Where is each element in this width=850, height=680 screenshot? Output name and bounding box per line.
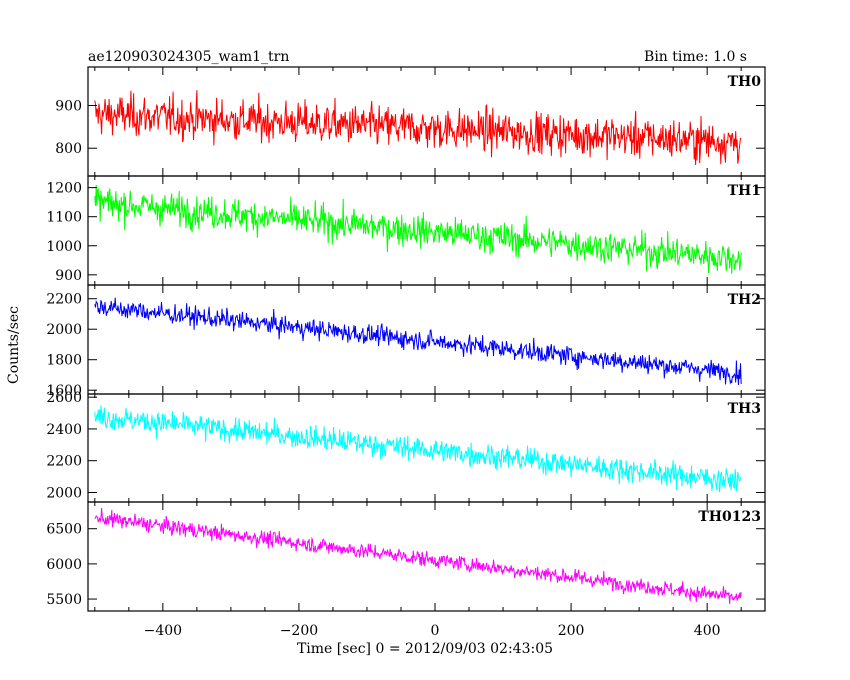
y-tick-label: 6500 [46,522,82,538]
chart-title: ae120903024305_wam1_trn [88,49,289,65]
y-tick-label: 5500 [46,592,82,608]
panel-label-th3: TH3 [728,401,761,417]
y-tick-label: 900 [55,98,82,114]
series-line-th0 [94,90,742,166]
y-tick-label: 1600 [46,383,82,399]
x-tick-label: 200 [558,623,585,639]
panel-frame-th2 [87,284,766,395]
series-line-th0123 [94,507,742,604]
y-axis-label: Counts/sec [6,306,22,384]
y-tick-label: 2200 [46,454,82,470]
series-line-th2 [94,297,742,386]
x-tick-label: −200 [280,623,318,639]
x-tick-label: 400 [694,623,721,639]
y-tick-label: 2000 [46,485,82,501]
x-tick-label: 0 [431,623,440,639]
panel-label-th0123: TH0123 [698,509,761,525]
bin-time-label: Bin time: 1.0 s [644,49,747,65]
y-tick-label: 1100 [46,210,82,226]
y-tick-label: 2400 [46,422,82,438]
y-tick-label: 2200 [46,292,82,308]
x-axis-label: Time [sec] 0 = 2012/09/03 02:43:05 [297,641,553,657]
y-tick-label: 900 [55,268,82,284]
panel-label-th1: TH1 [728,183,761,199]
x-tick-label: −400 [144,623,182,639]
panel-frame-th0123 [87,501,766,612]
y-tick-label: 1800 [46,353,82,369]
y-tick-label: 6000 [46,557,82,573]
panel-label-th2: TH2 [728,292,761,308]
panel-label-th0: TH0 [728,74,762,90]
y-tick-label: 2000 [46,322,82,338]
y-tick-label: 2600 [46,390,82,406]
y-tick-label: 1200 [46,181,82,197]
series-line-th1 [94,184,742,274]
series-line-th3 [94,405,742,493]
panel-frame-th3 [87,393,766,503]
y-tick-label: 800 [55,141,82,157]
y-tick-label: 1000 [46,239,82,255]
